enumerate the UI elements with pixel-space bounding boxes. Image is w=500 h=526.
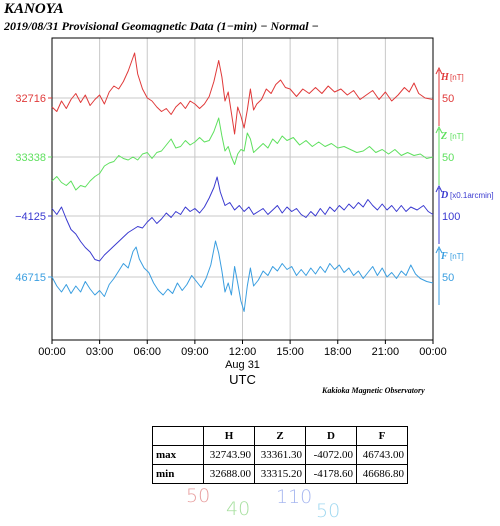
x-tick-label: 21:00 [372,346,400,358]
x-tick-label: 06:00 [133,346,161,358]
baseline-labels: 32716 33338 −4125 46715 [15,93,52,284]
trace-h [51,52,434,135]
stats-row-max: max 32743.90 33361.30 -4072.00 46743.00 [152,445,408,465]
x-axis-date-label: Aug 31 [225,359,260,371]
series-unit: [nT] [450,252,464,261]
stats-cell: 32743.90 [203,445,255,465]
stats-col-header: Z [254,426,306,446]
x-tick-label: 00:00 [419,346,447,358]
handwritten-note: 50 [186,485,211,507]
stats-row-label: min [152,464,204,484]
stats-cell: 32688.00 [203,464,255,484]
stats-col-header: H [203,426,255,446]
series-unit: [x0.1arcmin] [450,191,494,200]
stats-col-header: D [305,426,357,446]
x-tick-label: 03:00 [86,346,114,358]
stats-cell: 46743.00 [356,445,408,465]
stats-cell: -4178.60 [305,464,357,484]
handwritten-note: 110 [276,486,313,508]
series-unit: [nT] [450,132,464,141]
x-tick-label: 00:00 [38,346,66,358]
series-name: F [440,251,448,262]
series-scale: 50 [442,272,454,284]
x-tick-label: 18:00 [324,346,352,358]
handwritten-note: 50 [316,500,341,522]
baseline-label: 46715 [15,272,46,284]
stats-cell: 46686.80 [356,464,408,484]
stats-header-row: H Z D F [152,426,408,446]
scale-arrow-icon [435,125,443,134]
stats-cell: -4072.00 [305,445,357,465]
series-scale: 50 [442,93,454,105]
scale-arrow-icon [435,245,443,254]
magnetogram-chart: 00:00 03:00 06:00 09:00 12:00 15:00 18:00 21:00… [15,37,494,387]
x-tick-label: 15:00 [276,346,304,358]
trace-d [51,176,434,262]
stats-row-label: max [152,445,204,465]
station-title: KANOYA [4,1,64,17]
scale-arrow-icon [435,184,443,193]
baseline-label: 33338 [15,152,46,164]
scale-arrow-icon [435,66,443,75]
series-name: Z [440,131,447,142]
x-axis-label: UTC [229,372,256,387]
series-scale: 100 [442,211,460,223]
series-name: D [440,190,448,201]
trace-z [51,117,434,191]
handwritten-note: 40 [226,498,251,520]
stats-col-header: F [356,426,408,446]
stats-table: H Z D F max 32743.90 33361.30 -4072.00 4… [152,426,408,484]
stats-cell: 33361.30 [254,445,306,465]
baseline-label: −4125 [15,211,46,223]
chart-subtitle: 2019/08/31 Provisional Geomagnetic Data … [4,19,319,33]
trace-f [51,240,434,312]
stats-cell: 33315.20 [254,464,306,484]
series-unit: [nT] [450,73,464,82]
x-tick-label: 09:00 [181,346,209,358]
stats-corner-cell [152,426,204,446]
chart-traces [51,52,434,312]
x-tick-label: 12:00 [229,346,257,358]
baseline-label: 32716 [15,93,46,105]
series-scale: 50 [442,152,454,164]
series-name: H [440,72,450,83]
chart-grid [52,38,433,340]
stats-row-min: min 32688.00 33315.20 -4178.60 46686.80 [152,464,408,484]
x-axis-ticks: 00:00 03:00 06:00 09:00 12:00 15:00 18:00 21:00… [38,340,447,358]
credit-text: Kakioka Magnetic Observatory [322,386,425,395]
